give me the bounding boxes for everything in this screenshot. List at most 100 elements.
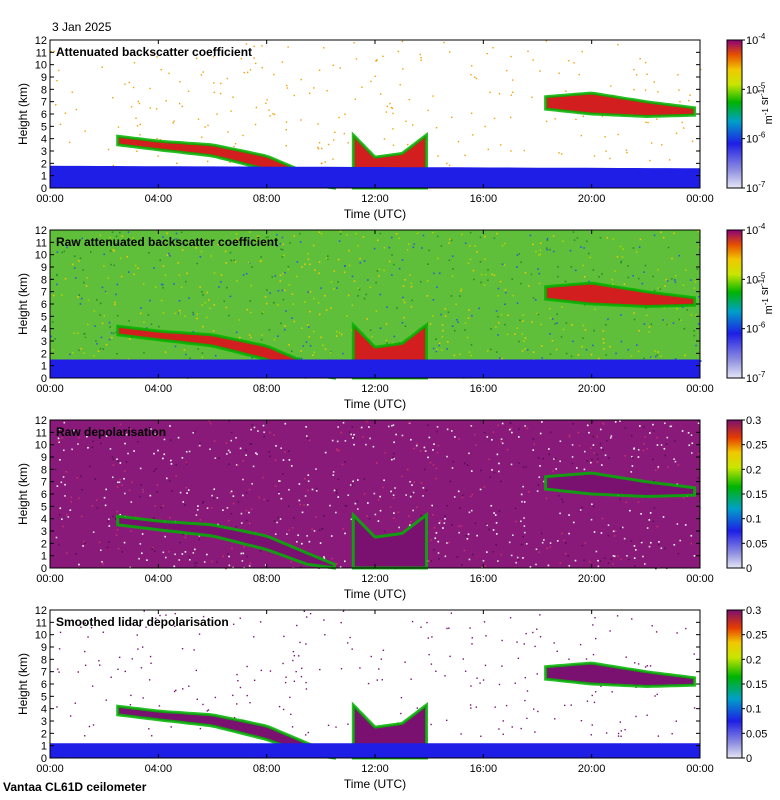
- noise-dot: [590, 518, 593, 521]
- noise-dot: [484, 565, 487, 567]
- noise-dot: [432, 231, 434, 234]
- noise-dot: [658, 541, 660, 543]
- noise-dot: [599, 428, 602, 431]
- noise-dot: [495, 326, 497, 328]
- noise-dot: [516, 302, 519, 304]
- noise-dot: [139, 543, 142, 545]
- noise-dot: [671, 278, 673, 280]
- noise-dot: [137, 441, 139, 443]
- noise-dot: [307, 480, 310, 482]
- noise-dot: [593, 329, 595, 332]
- noise-dot: [123, 470, 126, 472]
- noise-dot: [510, 427, 513, 430]
- noise-dot: [428, 249, 430, 252]
- noise-dot: [487, 279, 489, 281]
- noise-dot: [61, 251, 63, 254]
- noise-dot: [56, 79, 58, 82]
- noise-dot: [273, 338, 276, 341]
- noise-dot: [186, 272, 188, 275]
- noise-dot: [57, 437, 60, 440]
- noise-dot: [188, 685, 190, 687]
- noise-dot: [689, 94, 691, 96]
- noise-dot: [425, 489, 428, 492]
- noise-dot: [343, 132, 346, 135]
- noise-dot: [388, 246, 391, 249]
- noise-dot: [194, 548, 196, 551]
- noise-dot: [546, 547, 548, 550]
- noise-dot: [517, 657, 520, 660]
- noise-dot: [100, 336, 103, 339]
- noise-dot: [198, 633, 201, 635]
- noise-dot: [437, 257, 439, 260]
- noise-dot: [206, 507, 209, 509]
- noise-dot: [290, 465, 293, 467]
- noise-dot: [276, 521, 278, 524]
- noise-dot: [236, 703, 238, 705]
- noise-dot: [135, 117, 137, 119]
- noise-dot: [157, 449, 159, 452]
- noise-dot: [688, 99, 690, 102]
- noise-dot: [153, 470, 155, 473]
- noise-dot: [532, 243, 534, 246]
- noise-dot: [279, 242, 282, 245]
- noise-dot: [262, 476, 264, 479]
- noise-dot: [630, 471, 633, 473]
- noise-dot: [421, 247, 423, 249]
- noise-dot: [210, 255, 213, 257]
- noise-dot: [504, 242, 506, 245]
- noise-dot: [446, 428, 449, 431]
- noise-dot: [151, 548, 153, 550]
- noise-dot: [149, 655, 152, 658]
- noise-dot: [367, 502, 369, 504]
- noise-dot: [287, 505, 290, 508]
- noise-dot: [642, 555, 644, 558]
- noise-dot: [76, 477, 79, 479]
- noise-dot: [577, 354, 580, 356]
- noise-dot: [620, 558, 622, 561]
- noise-dot: [612, 530, 615, 533]
- noise-dot: [69, 715, 72, 717]
- noise-dot: [288, 529, 291, 531]
- noise-dot: [448, 627, 450, 629]
- noise-dot: [230, 431, 233, 434]
- noise-dot: [115, 331, 117, 334]
- noise-dot: [441, 336, 444, 338]
- noise-dot: [175, 232, 178, 235]
- noise-dot: [594, 616, 596, 619]
- noise-dot: [282, 298, 285, 301]
- noise-dot: [485, 523, 488, 525]
- noise-dot: [646, 714, 648, 716]
- noise-dot: [268, 109, 270, 111]
- noise-dot: [235, 526, 238, 528]
- noise-dot: [497, 287, 500, 290]
- noise-dot: [621, 526, 624, 529]
- noise-dot: [485, 635, 487, 637]
- noise-dot: [54, 468, 57, 471]
- noise-dot: [539, 253, 542, 256]
- noise-dot: [319, 668, 321, 671]
- noise-dot: [409, 480, 411, 483]
- noise-dot: [138, 625, 141, 627]
- noise-dot: [515, 520, 517, 523]
- noise-dot: [646, 665, 648, 667]
- noise-dot: [506, 448, 509, 451]
- noise-dot: [400, 696, 403, 699]
- y-tick-label: 10: [35, 250, 47, 262]
- noise-dot: [227, 519, 230, 522]
- noise-dot: [583, 247, 585, 249]
- noise-dot: [248, 488, 251, 491]
- noise-dot: [541, 357, 544, 359]
- noise-dot: [296, 624, 298, 627]
- y-tick-label: 12: [35, 35, 47, 47]
- noise-dot: [229, 251, 232, 254]
- noise-dot: [363, 493, 366, 495]
- noise-dot: [178, 102, 181, 105]
- x-tick-label: 00:00: [686, 763, 714, 775]
- noise-dot: [597, 565, 600, 568]
- noise-dot: [334, 131, 336, 134]
- noise-dot: [318, 313, 321, 316]
- noise-dot: [114, 301, 116, 304]
- noise-dot: [570, 266, 573, 268]
- noise-dot: [633, 557, 636, 559]
- noise-dot: [228, 555, 230, 558]
